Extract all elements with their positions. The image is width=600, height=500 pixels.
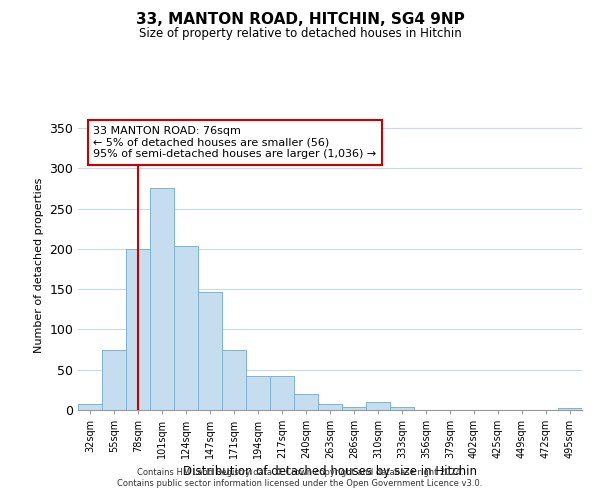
Bar — [558, 408, 582, 410]
Bar — [294, 394, 318, 410]
Bar — [318, 404, 342, 410]
Bar — [174, 246, 198, 410]
Bar — [126, 249, 150, 410]
Bar — [102, 350, 126, 410]
Bar — [342, 407, 366, 410]
Bar — [390, 407, 414, 410]
Bar — [78, 404, 102, 410]
Bar — [222, 350, 246, 410]
Text: 33, MANTON ROAD, HITCHIN, SG4 9NP: 33, MANTON ROAD, HITCHIN, SG4 9NP — [136, 12, 464, 28]
Bar — [246, 376, 270, 410]
Bar — [150, 188, 174, 410]
Text: Size of property relative to detached houses in Hitchin: Size of property relative to detached ho… — [139, 28, 461, 40]
Y-axis label: Number of detached properties: Number of detached properties — [34, 178, 44, 352]
X-axis label: Distribution of detached houses by size in Hitchin: Distribution of detached houses by size … — [183, 466, 477, 478]
Text: 33 MANTON ROAD: 76sqm
← 5% of detached houses are smaller (56)
95% of semi-detac: 33 MANTON ROAD: 76sqm ← 5% of detached h… — [93, 126, 376, 159]
Bar — [270, 376, 294, 410]
Bar — [366, 402, 390, 410]
Text: Contains HM Land Registry data © Crown copyright and database right 2024.
Contai: Contains HM Land Registry data © Crown c… — [118, 468, 482, 487]
Bar — [198, 292, 222, 410]
